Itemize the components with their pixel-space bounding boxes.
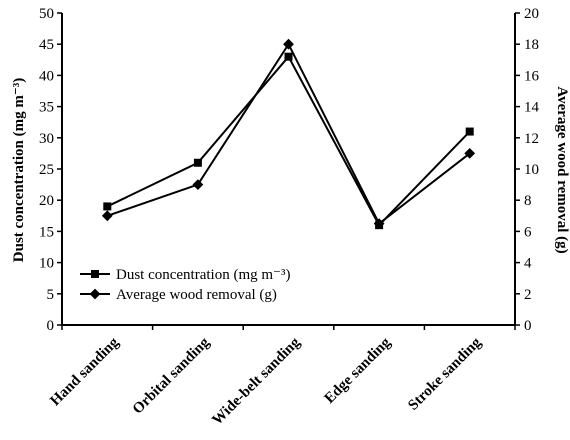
left-axis-tick-label: 10 — [39, 256, 54, 272]
right-axis-tick-label: 14 — [524, 100, 540, 116]
wood-removal-line — [107, 44, 469, 223]
wood-removal-point — [193, 179, 204, 190]
dust-concentration-point — [194, 159, 202, 167]
category-label: Hand sanding — [47, 334, 122, 409]
left-axis-tick-label: 40 — [39, 68, 54, 84]
legend: Dust concentration (mg m⁻³) Average wood … — [80, 267, 290, 303]
category-label: Wide-belt sanding — [209, 334, 303, 428]
dust-concentration-point — [466, 128, 474, 136]
left-axis-tick-label: 15 — [39, 224, 54, 240]
category-label: Edge sanding — [322, 334, 395, 407]
right-axis-tick-label: 18 — [524, 37, 539, 53]
dust-concentration-point — [103, 202, 111, 210]
left-axis-tick-label: 25 — [39, 162, 54, 178]
left-axis-tick-label: 50 — [39, 6, 54, 22]
legend-marker — [90, 289, 101, 300]
left-axis-ticks: 0 5 10 15 20 25 30 35 40 45 50 — [39, 6, 62, 334]
right-axis-tick-label: 20 — [524, 6, 539, 22]
left-axis-tick-label: 20 — [39, 193, 54, 209]
right-axis-tick-label: 2 — [524, 287, 532, 303]
wood-removal-point — [102, 210, 113, 221]
left-axis-tick-label: 45 — [39, 37, 54, 53]
right-axis-tick-label: 4 — [524, 256, 532, 272]
right-axis-ticks: 0 2 4 6 8 10 12 14 16 18 20 — [515, 6, 540, 334]
right-axis-tick-label: 0 — [524, 318, 532, 334]
series-lines — [102, 39, 475, 229]
right-axis-tick-label: 10 — [524, 162, 539, 178]
left-axis-tick-label: 5 — [47, 287, 55, 303]
right-axis-label: Average wood removal (g) — [554, 86, 570, 253]
right-axis-tick-label: 6 — [524, 224, 532, 240]
category-label: Orbital sanding — [130, 334, 213, 417]
category-label: Stroke sanding — [405, 334, 485, 414]
right-axis-tick-label: 12 — [524, 131, 539, 147]
left-axis-tick-label: 35 — [39, 100, 54, 116]
left-axis-tick-label: 0 — [47, 318, 55, 334]
legend-marker — [91, 270, 99, 278]
right-axis-tick-label: 8 — [524, 193, 532, 209]
left-axis-tick-label: 30 — [39, 131, 54, 147]
legend-entry-label: Dust concentration (mg m⁻³) — [116, 267, 290, 283]
wood-removal-point — [283, 39, 294, 50]
legend-entry-label: Average wood removal (g) — [116, 287, 277, 303]
right-axis-tick-label: 16 — [524, 68, 540, 84]
dust-concentration-point — [285, 53, 293, 61]
dust-concentration-line — [107, 57, 469, 225]
left-axis-label: Dust concentration (mg m⁻³) — [11, 78, 27, 262]
